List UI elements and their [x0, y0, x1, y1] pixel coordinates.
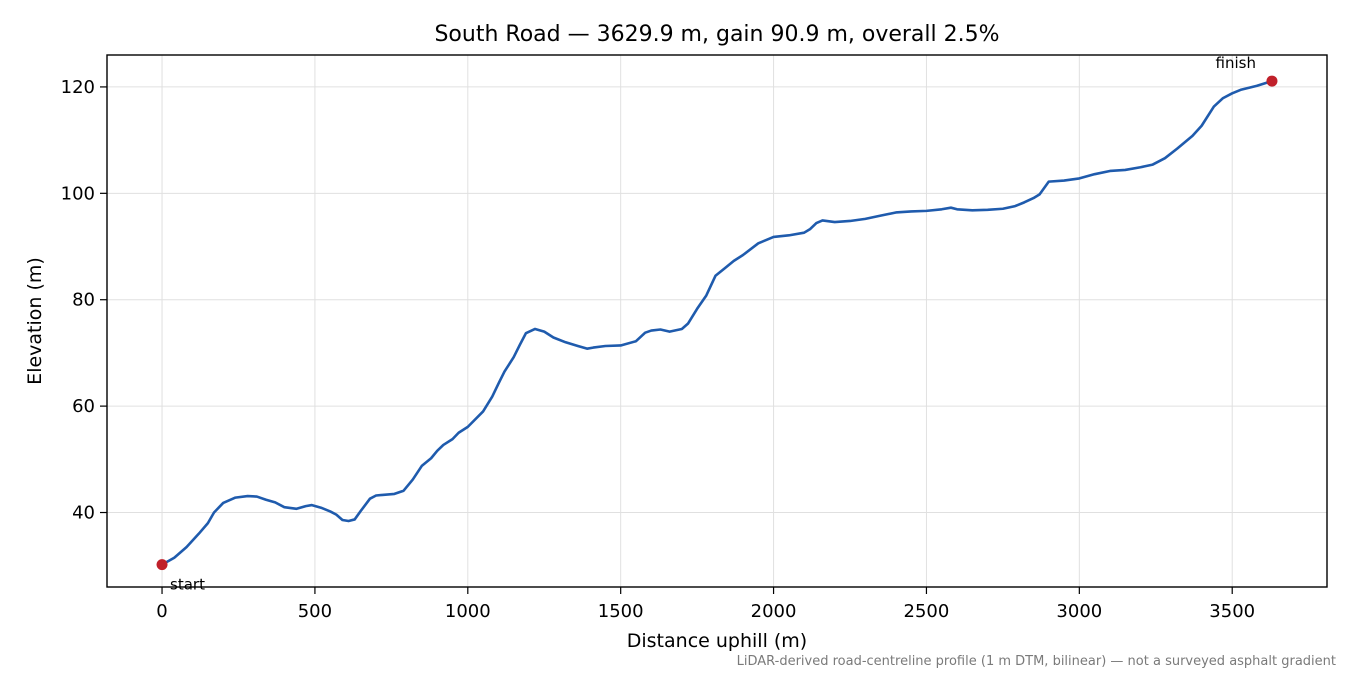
chart-title: South Road — 3629.9 m, gain 90.9 m, over…: [434, 22, 999, 47]
y-tick-label: 120: [61, 77, 95, 98]
y-axis-title: Elevation (m): [24, 257, 46, 385]
x-tick-label: 2000: [751, 601, 797, 622]
axis-ticks: 0 500 1000 1500 2000 2500 3000 3500 40 60 80 100 120: [61, 77, 1255, 622]
plot-area-frame: [106, 54, 1328, 588]
y-tick-label: 40: [72, 503, 95, 524]
x-tick-label: 3500: [1209, 601, 1255, 622]
x-tick-label: 0: [156, 601, 167, 622]
y-tick-label: 100: [61, 183, 95, 204]
y-tick-label: 60: [72, 396, 95, 417]
elevation-profile-line: [160, 79, 1274, 566]
endpoint-markers: start finish: [156, 54, 1278, 594]
finish-marker: [1266, 75, 1278, 87]
finish-label: finish: [1216, 54, 1256, 72]
y-tick-label: 80: [72, 290, 95, 311]
x-tick-label: 1000: [445, 601, 491, 622]
start-label: start: [170, 576, 205, 594]
x-axis-title: Distance uphill (m): [627, 630, 807, 652]
x-tick-label: 500: [298, 601, 332, 622]
x-tick-label: 2500: [904, 601, 950, 622]
data-source-footnote: LiDAR-derived road-centreline profile (1…: [737, 654, 1336, 669]
x-tick-label: 1500: [598, 601, 644, 622]
grid: [107, 55, 1327, 587]
x-tick-label: 3000: [1056, 601, 1102, 622]
start-marker: [156, 559, 168, 571]
